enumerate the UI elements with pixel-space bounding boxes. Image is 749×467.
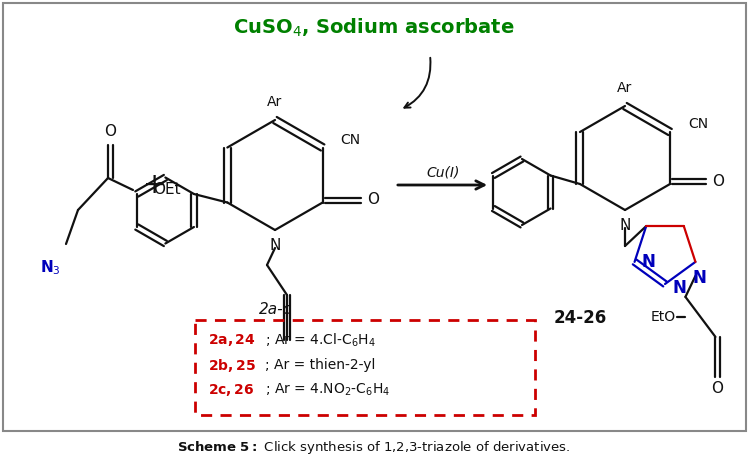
Text: ; Ar = thien-2-yl: ; Ar = thien-2-yl bbox=[265, 358, 375, 372]
Text: Ar: Ar bbox=[617, 81, 633, 95]
Text: ; Ar = 4.Cl-C$_6$H$_4$: ; Ar = 4.Cl-C$_6$H$_4$ bbox=[265, 331, 376, 349]
Text: N: N bbox=[270, 239, 281, 254]
Text: CuSO$_4$, Sodium ascorbate: CuSO$_4$, Sodium ascorbate bbox=[233, 17, 515, 39]
Bar bbox=[195, 320, 535, 415]
Text: N: N bbox=[619, 219, 631, 234]
Text: EtO: EtO bbox=[650, 310, 676, 324]
Text: O: O bbox=[104, 123, 116, 139]
Text: N: N bbox=[642, 253, 655, 271]
Text: CN: CN bbox=[688, 117, 708, 131]
Text: O: O bbox=[366, 192, 379, 207]
Text: CN: CN bbox=[341, 133, 361, 147]
Text: $\mathbf{Scheme\ 5:}$ Click synthesis of 1,2,3-triazole of derivatives.: $\mathbf{Scheme\ 5:}$ Click synthesis of… bbox=[178, 439, 571, 457]
Text: +: + bbox=[143, 171, 167, 199]
Text: $\mathbf{2b, 25}$: $\mathbf{2b, 25}$ bbox=[208, 356, 256, 374]
Text: 24-26: 24-26 bbox=[554, 309, 607, 327]
Text: 2a-c: 2a-c bbox=[258, 303, 291, 318]
Text: O: O bbox=[712, 382, 724, 396]
Text: N$_3$: N$_3$ bbox=[40, 258, 61, 277]
Text: Ar: Ar bbox=[267, 95, 282, 109]
Text: N: N bbox=[672, 279, 686, 297]
Text: Cu(I): Cu(I) bbox=[426, 165, 460, 179]
Text: ; Ar = 4.NO$_2$-C$_6$H$_4$: ; Ar = 4.NO$_2$-C$_6$H$_4$ bbox=[265, 382, 390, 398]
FancyArrowPatch shape bbox=[404, 58, 431, 108]
Text: OEt: OEt bbox=[153, 183, 181, 198]
Text: $\mathbf{2c, 26}$: $\mathbf{2c, 26}$ bbox=[208, 382, 255, 398]
Text: N: N bbox=[693, 269, 706, 287]
Text: $\mathbf{2a, 24}$: $\mathbf{2a, 24}$ bbox=[208, 332, 255, 348]
Text: O: O bbox=[712, 174, 724, 189]
